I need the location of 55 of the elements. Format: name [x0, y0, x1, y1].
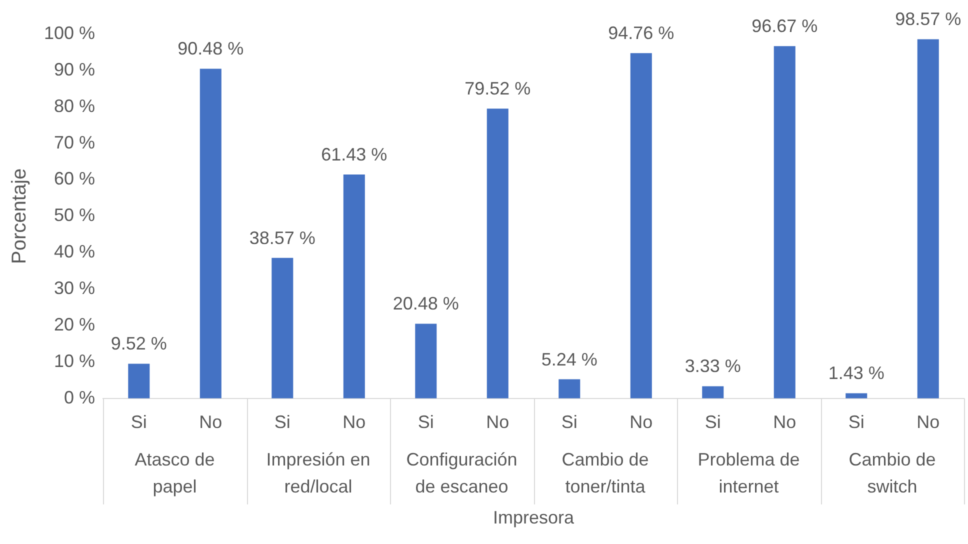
x-tick-label: No [199, 412, 222, 432]
text: Cambio de toner/tinta [562, 449, 649, 496]
y-tick-label: 50 % [54, 205, 96, 226]
bar [630, 53, 652, 398]
data-label: 96.67 % [752, 16, 818, 36]
x-axis-title: Impresora [493, 507, 576, 528]
data-label: 5.24 % [541, 349, 598, 370]
data-label: 20.48 % [392, 294, 459, 314]
x-tick-label: Si [274, 412, 290, 432]
data-label: 94.76 % [608, 23, 674, 44]
x-tick-label: Si [561, 412, 578, 432]
data-label: 98.57 % [895, 9, 962, 30]
data-label: 9.52 % [110, 334, 167, 354]
bar [558, 379, 580, 398]
y-tick-label: 100 % [44, 22, 96, 43]
x-tick-label: Si [130, 412, 147, 432]
x-tick-label: Si [418, 412, 434, 432]
bar [415, 324, 437, 398]
text: Atasco de papel [134, 449, 215, 496]
data-label: 90.48 % [178, 38, 244, 59]
y-tick-label: 40 % [54, 242, 96, 262]
x-tick-label: No [630, 412, 653, 432]
y-axis-title: Porcentaje [8, 168, 31, 264]
bar [702, 386, 724, 398]
y-tick-label: 0 % [64, 387, 96, 408]
y-tick-label: 20 % [54, 314, 96, 334]
bar [200, 68, 222, 398]
text: Problema de internet [698, 449, 800, 496]
x-tick-label: Si [704, 412, 721, 432]
x-tick-label: No [773, 412, 796, 432]
data-label: 3.33 % [684, 356, 741, 376]
data-label: 79.52 % [464, 78, 531, 99]
data-label: 61.43 % [321, 144, 388, 165]
y-tick-label: 70 % [54, 132, 96, 152]
data-label: 1.43 % [828, 363, 884, 384]
x-tick-label: No [342, 412, 366, 432]
y-tick-label: 80 % [54, 96, 96, 116]
y-tick-label: 30 % [54, 278, 96, 298]
x-tick-label: No [486, 412, 510, 432]
x-tick-label: No [916, 412, 940, 432]
text: Cambio de switch [848, 449, 936, 496]
data-label: 38.57 % [249, 228, 316, 248]
text: Configuración de escaneo [406, 449, 518, 496]
text: Impresión en red/local [266, 449, 370, 496]
y-tick-label: 10 % [54, 350, 96, 371]
x-tick-label: Si [848, 412, 864, 432]
y-tick-label: 60 % [54, 168, 96, 189]
bar [343, 174, 365, 398]
bar [272, 258, 294, 398]
bar [486, 108, 508, 398]
bar [917, 39, 939, 398]
bar [774, 46, 796, 398]
bar [846, 393, 868, 398]
bar [128, 364, 150, 398]
y-tick-label: 90 % [54, 59, 96, 80]
